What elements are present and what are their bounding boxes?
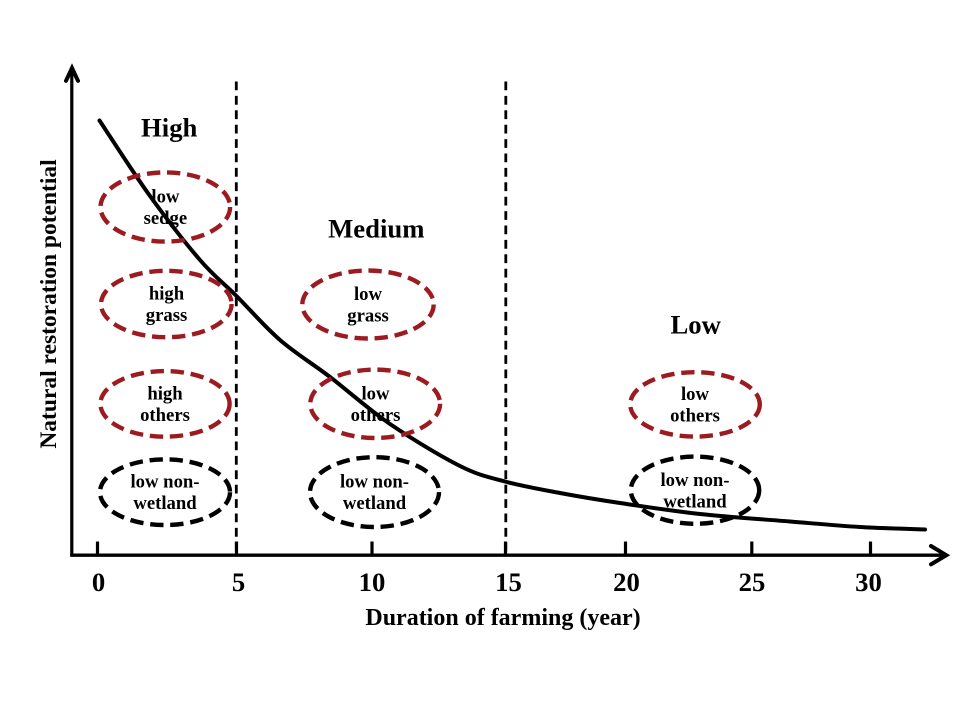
svg-text:5: 5 — [232, 567, 245, 597]
svg-text:High: High — [141, 112, 198, 142]
svg-text:low non-: low non- — [340, 472, 409, 493]
svg-text:Medium: Medium — [328, 214, 424, 244]
svg-text:low: low — [151, 187, 180, 208]
svg-text:grass: grass — [146, 305, 188, 326]
svg-text:Natural restoration potential: Natural restoration potential — [36, 159, 62, 449]
svg-text:Duration of farming (year): Duration of farming (year) — [365, 605, 640, 631]
svg-text:low: low — [354, 284, 383, 305]
svg-text:others: others — [670, 406, 720, 427]
svg-text:15: 15 — [495, 567, 522, 597]
svg-text:low: low — [681, 384, 710, 405]
svg-text:high: high — [147, 384, 183, 405]
svg-text:20: 20 — [613, 567, 640, 597]
svg-text:wetland: wetland — [343, 493, 407, 514]
svg-text:wetland: wetland — [663, 492, 727, 513]
svg-text:25: 25 — [739, 567, 766, 597]
svg-text:high: high — [149, 284, 185, 305]
svg-text:low non-: low non- — [660, 470, 729, 491]
svg-text:0: 0 — [92, 567, 105, 597]
svg-text:grass: grass — [347, 306, 389, 327]
svg-text:10: 10 — [359, 567, 386, 597]
svg-text:Low: Low — [670, 310, 721, 340]
svg-text:others: others — [351, 405, 401, 426]
svg-text:others: others — [140, 405, 190, 426]
svg-text:low: low — [361, 384, 390, 405]
svg-text:sedge: sedge — [144, 208, 188, 229]
svg-text:30: 30 — [855, 567, 882, 597]
svg-text:wetland: wetland — [133, 493, 197, 514]
svg-text:low non-: low non- — [130, 472, 199, 493]
